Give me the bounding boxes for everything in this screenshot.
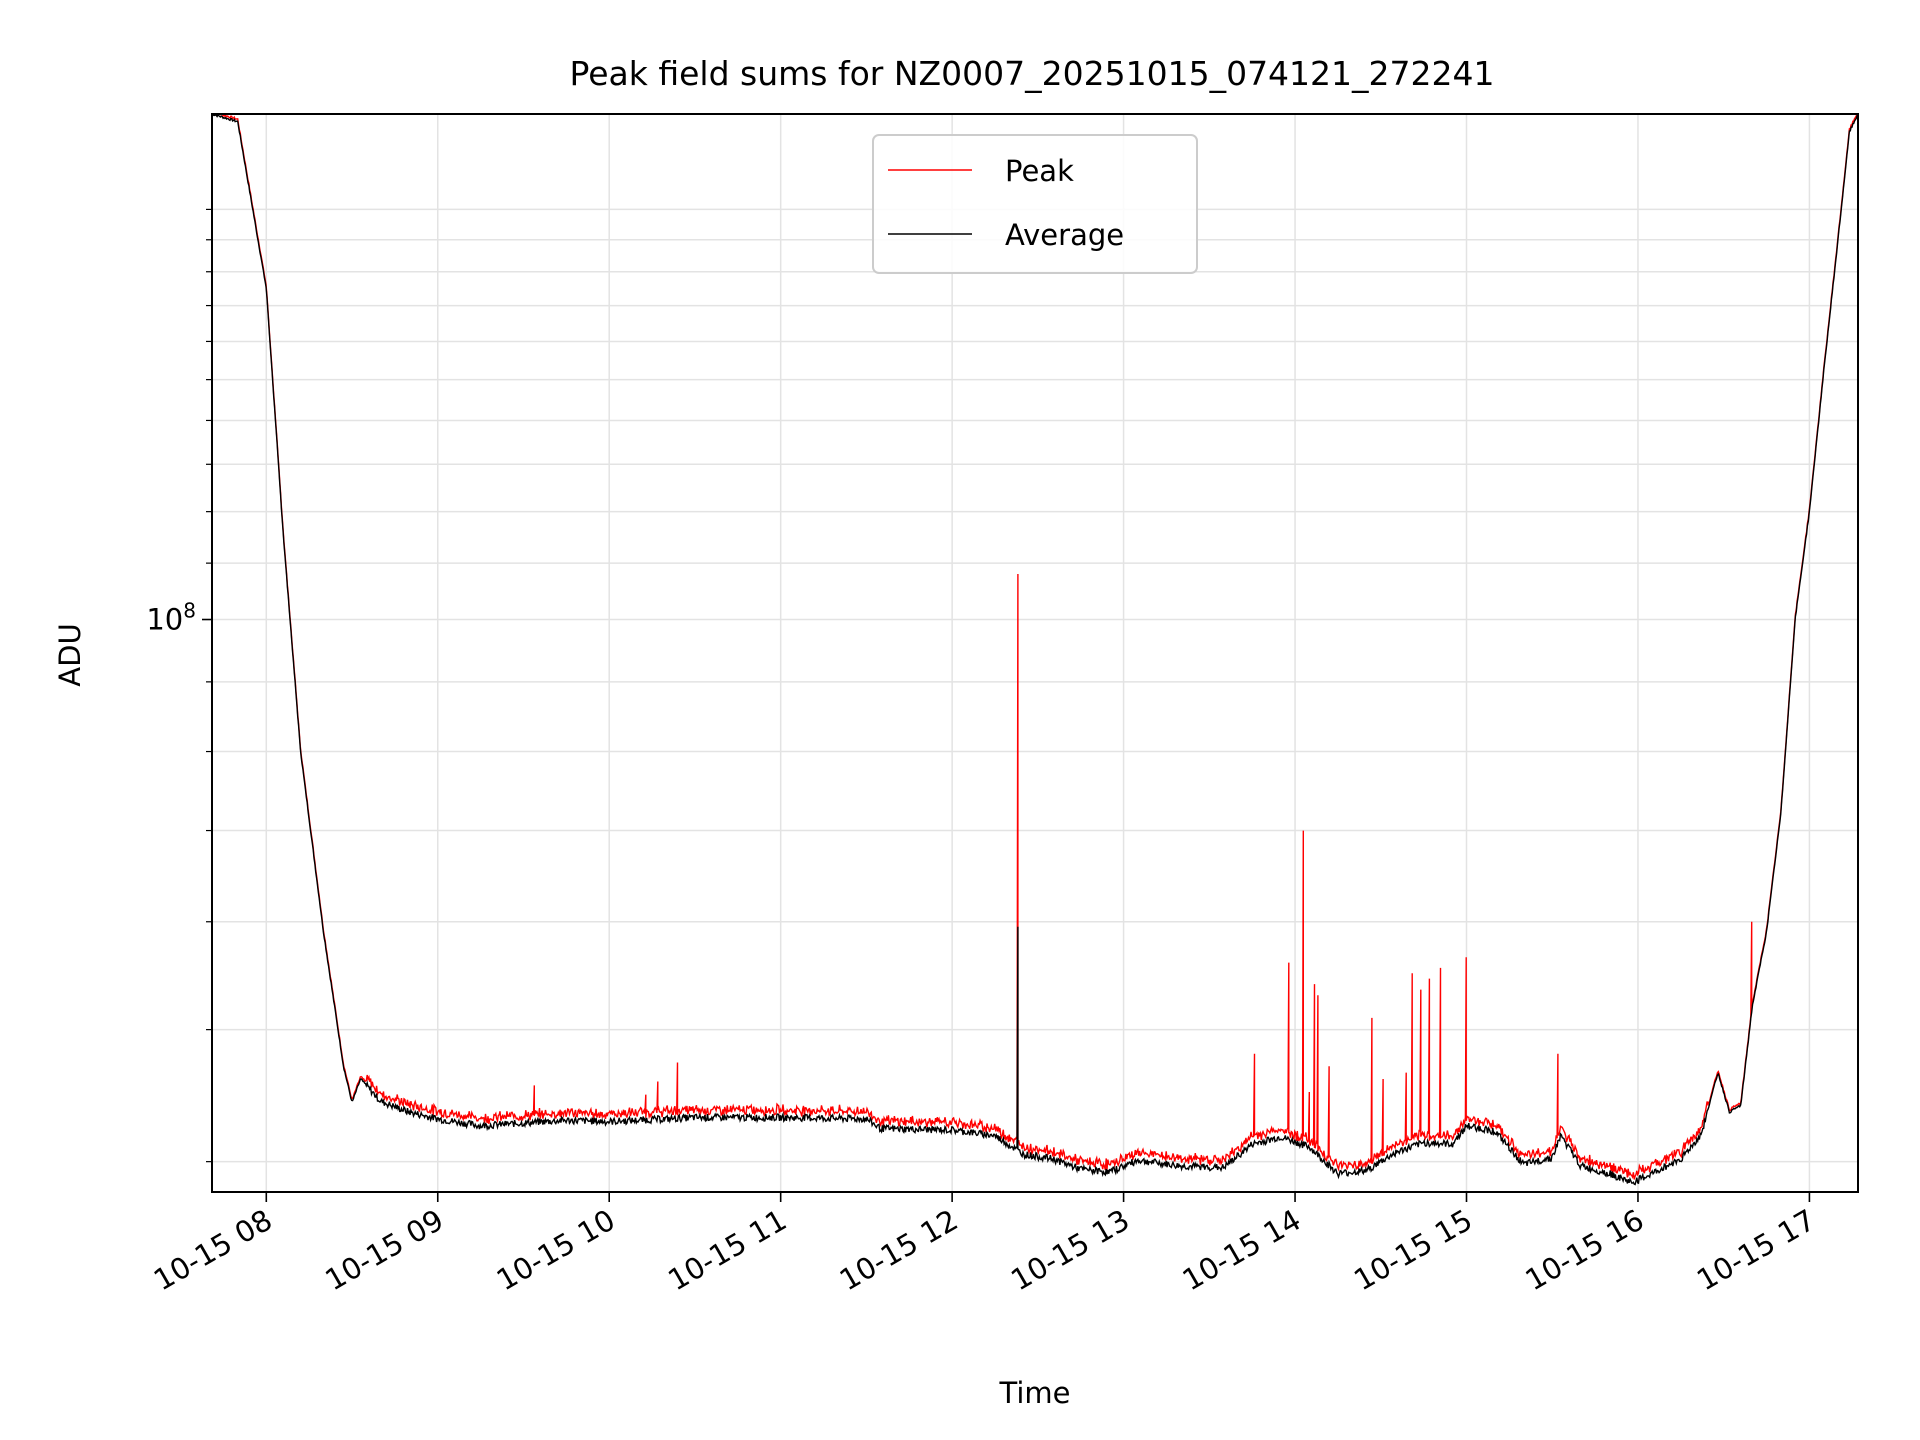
x-axis-label: Time [999, 1376, 1071, 1410]
chart-title: Peak field sums for NZ0007_20251015_0741… [569, 54, 1494, 93]
legend-average-label: Average [1005, 218, 1124, 252]
legend: Peak Average [872, 134, 1198, 274]
series-layer [212, 114, 1858, 1186]
series-average-line [212, 114, 1858, 1186]
y-axis-ticks: 108 [146, 208, 212, 1163]
y-tick-label: 108 [146, 599, 196, 637]
plot-frame [211, 113, 1859, 1193]
y-axis-label: ADU [53, 623, 87, 686]
series-peak-line [216, 114, 1858, 1180]
legend-peak-label: Peak [1005, 154, 1074, 188]
